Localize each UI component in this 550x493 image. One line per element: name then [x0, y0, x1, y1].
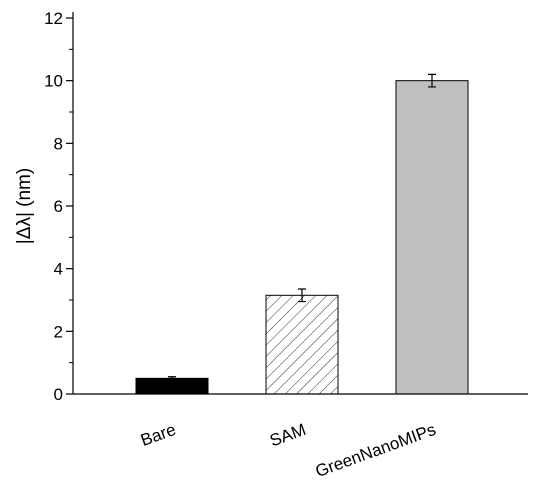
bar — [135, 377, 209, 395]
error-bar — [168, 376, 176, 381]
y-tick-label: 8 — [54, 134, 63, 153]
y-tick-label: 10 — [44, 72, 63, 91]
x-tick-label: GreenNanoMIPs — [313, 420, 438, 481]
y-tick-label: 0 — [54, 385, 63, 404]
y-tick-label: 4 — [54, 260, 63, 279]
y-axis-label: |Δλ| (nm) — [14, 168, 35, 244]
y-tick-label: 12 — [44, 9, 63, 28]
x-tick-label: Bare — [138, 420, 178, 450]
bar — [395, 80, 469, 395]
y-tick-label: 2 — [54, 322, 63, 341]
error-bar — [298, 288, 306, 303]
bar — [265, 294, 339, 395]
error-bar — [428, 73, 436, 88]
x-tick-label: SAM — [267, 420, 308, 450]
y-tick-label: 6 — [54, 197, 63, 216]
